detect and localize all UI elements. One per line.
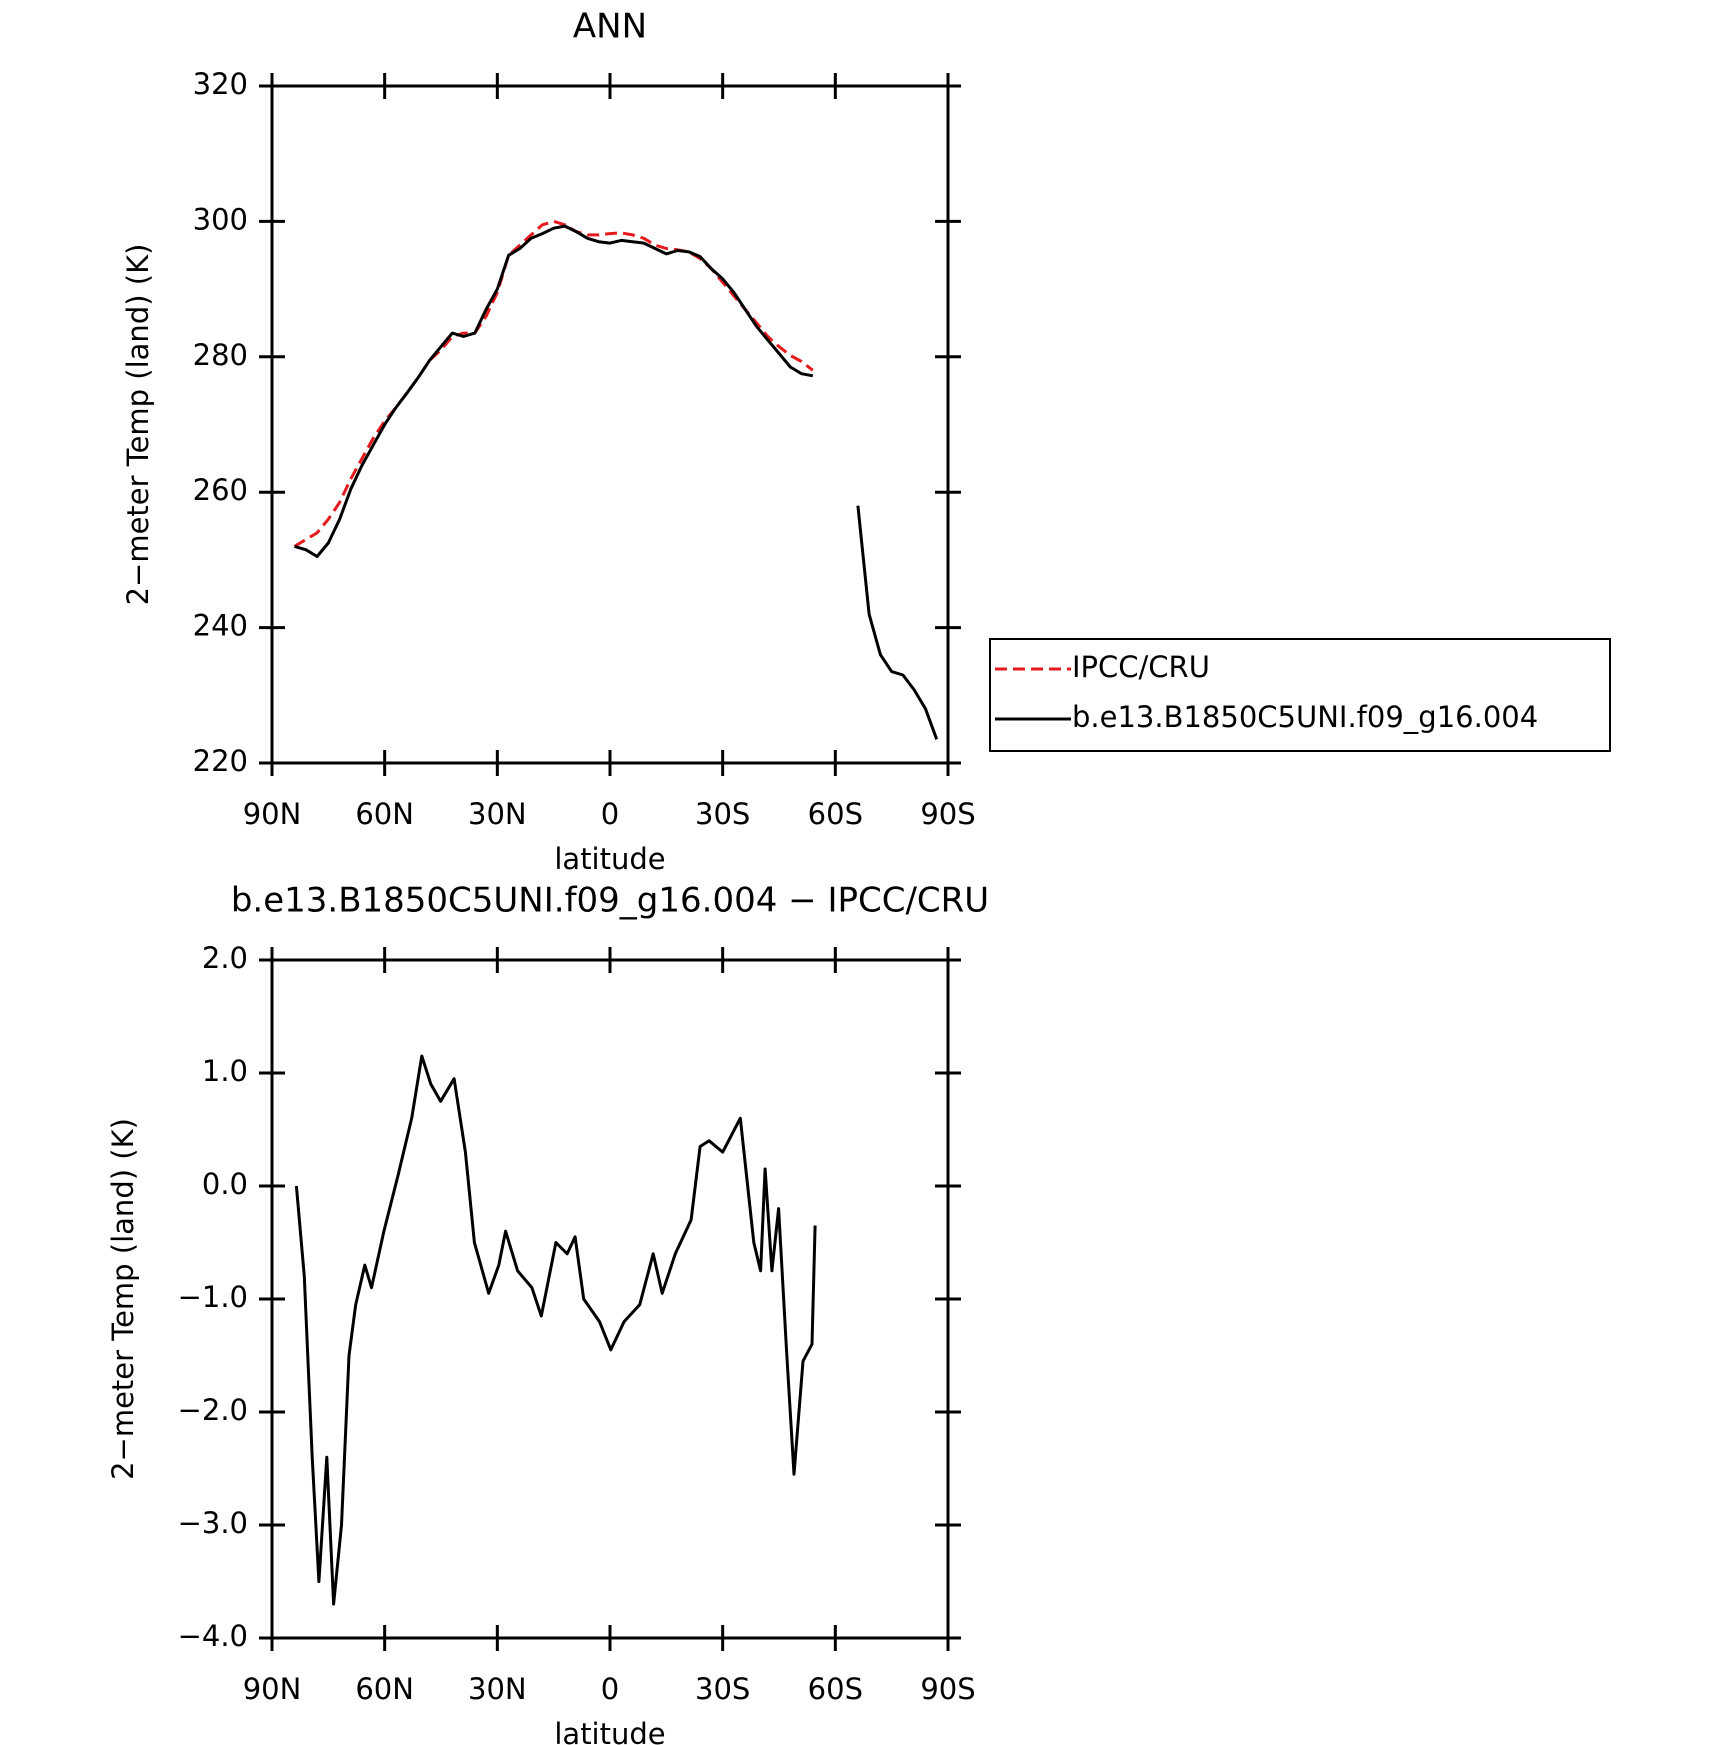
y-tick-label: 1.0 bbox=[202, 1054, 248, 1088]
y-tick-label: 320 bbox=[193, 67, 248, 101]
line-series bbox=[293, 219, 814, 548]
y-tick-label: 240 bbox=[193, 609, 248, 643]
x-tick-label: 30N bbox=[468, 1672, 527, 1706]
x-tick-label: 90N bbox=[243, 797, 302, 831]
y-tick-label: 220 bbox=[193, 744, 248, 778]
y-axis-label: 2−meter Temp (land) (K) bbox=[106, 1118, 140, 1480]
y-tick-label: 300 bbox=[193, 202, 248, 236]
y-tick-label: 280 bbox=[193, 338, 248, 372]
x-tick-label: 90N bbox=[243, 1672, 302, 1706]
y-tick-label: −1.0 bbox=[178, 1280, 248, 1314]
legend-label: IPCC/CRU bbox=[1072, 650, 1210, 684]
y-axis-label: 2−meter Temp (land) (K) bbox=[121, 244, 155, 606]
x-tick-label: 0 bbox=[601, 1672, 619, 1706]
legend-box bbox=[989, 638, 1611, 752]
x-tick-label: 30S bbox=[695, 1672, 750, 1706]
plot-frame bbox=[270, 958, 950, 1640]
x-tick-label: 60N bbox=[355, 797, 414, 831]
x-tick-label: 90S bbox=[920, 797, 975, 831]
y-tick-label: −2.0 bbox=[178, 1393, 248, 1427]
legend-label: b.e13.B1850C5UNI.f09_g16.004 bbox=[1072, 700, 1538, 734]
x-tick-label: 60S bbox=[808, 1672, 863, 1706]
x-axis-label: latitude bbox=[554, 842, 665, 876]
x-tick-label: 30N bbox=[468, 797, 527, 831]
x-tick-label: 0 bbox=[601, 797, 619, 831]
plot-frame bbox=[270, 84, 950, 765]
line-series bbox=[294, 1054, 817, 1606]
chart-title: b.e13.B1850C5UNI.f09_g16.004 − IPCC/CRU bbox=[231, 881, 989, 921]
x-tick-label: 60N bbox=[355, 1672, 414, 1706]
y-tick-label: 260 bbox=[193, 473, 248, 507]
x-tick-label: 90S bbox=[920, 1672, 975, 1706]
y-tick-label: −3.0 bbox=[178, 1506, 248, 1540]
line-series bbox=[294, 224, 939, 740]
y-tick-label: 0.0 bbox=[202, 1167, 248, 1201]
y-tick-label: 2.0 bbox=[202, 941, 248, 975]
x-axis-label: latitude bbox=[554, 1717, 665, 1745]
x-tick-label: 30S bbox=[695, 797, 750, 831]
y-tick-label: −4.0 bbox=[178, 1619, 248, 1653]
chart-title: ANN bbox=[573, 7, 647, 47]
x-tick-label: 60S bbox=[808, 797, 863, 831]
